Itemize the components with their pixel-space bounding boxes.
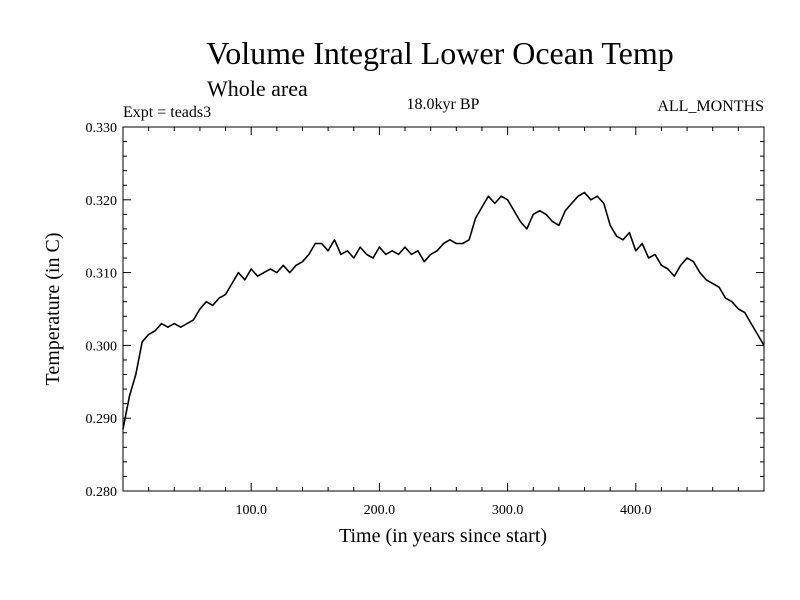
- y-tick-label: 0.280: [86, 485, 118, 500]
- chart-title: Volume Integral Lower Ocean Temp: [206, 35, 674, 71]
- plot-area-frame: [122, 126, 765, 492]
- y-axis-ticks: 0.280 0.290 0.300 0.310 0.320 0.330: [86, 121, 764, 500]
- experiment-label: Expt = teads3: [123, 104, 211, 121]
- x-axis-label: Time (in years since start): [339, 525, 547, 547]
- series-line-temperature: [122, 191, 765, 430]
- y-axis-label: Temperature (in C): [42, 233, 64, 386]
- x-tick-label: 300.0: [492, 503, 524, 518]
- y-tick-label: 0.300: [86, 339, 118, 354]
- y-tick-label: 0.330: [86, 121, 118, 136]
- period-label: 18.0kyr BP: [407, 96, 480, 113]
- chart-subtitle: Whole area: [207, 76, 308, 101]
- x-axis-ticks: 100.0 200.0 300.0 400.0: [148, 127, 739, 518]
- x-tick-label: 400.0: [620, 503, 652, 518]
- y-tick-label: 0.290: [86, 412, 118, 427]
- x-tick-label: 200.0: [364, 503, 396, 518]
- y-tick-label: 0.320: [86, 194, 118, 209]
- months-label: ALL_MONTHS: [657, 98, 764, 115]
- x-tick-label: 100.0: [235, 503, 267, 518]
- y-tick-label: 0.310: [86, 267, 118, 282]
